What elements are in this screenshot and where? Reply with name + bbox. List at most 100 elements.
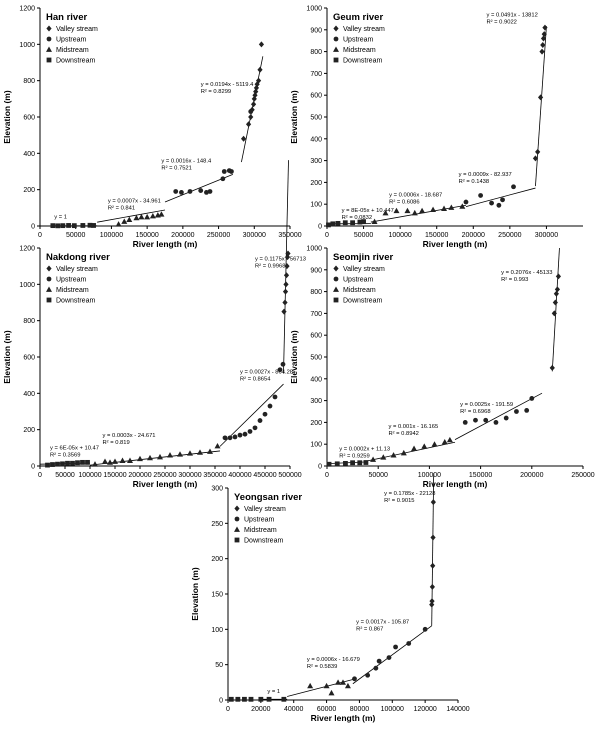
x-axis-label: River length (m) (423, 239, 488, 249)
y-tick-label: 1200 (19, 246, 35, 253)
trend-equation-label: y = 0.0009x - 82.937 (459, 172, 512, 178)
x-tick-label: 450000 (253, 472, 276, 479)
data-point (411, 446, 417, 451)
data-point (238, 433, 243, 438)
data-point (282, 300, 287, 306)
y-tick-label: 200 (310, 420, 322, 427)
data-point (357, 460, 362, 465)
y-tick-label: 0 (31, 224, 35, 231)
data-point (329, 690, 335, 695)
x-tick-label: 250000 (207, 232, 230, 239)
data-point (66, 223, 71, 228)
data-point (243, 432, 248, 437)
trend-equation-label: y = 0.0002x + 11.13 (339, 447, 390, 453)
legend-marker (334, 277, 339, 282)
data-point (257, 67, 262, 73)
data-point (126, 217, 132, 222)
data-point (263, 412, 268, 417)
y-tick-label: 1000 (19, 42, 35, 49)
x-tick-label: 140000 (446, 706, 469, 713)
data-point (529, 396, 534, 401)
data-point (242, 697, 247, 702)
trend-equation-label: R² = 0.8299 (201, 89, 231, 95)
x-tick-label: 350000 (203, 472, 226, 479)
data-point (251, 101, 256, 107)
data-point (361, 219, 366, 224)
data-point (283, 281, 288, 287)
y-tick-label: 500 (310, 115, 322, 122)
data-point (248, 114, 253, 120)
data-point (60, 223, 65, 228)
data-point (80, 460, 85, 465)
trend-equation-label: R² = 0.9022 (486, 20, 516, 26)
x-tick-label: 200000 (128, 472, 151, 479)
data-point (107, 459, 113, 464)
y-tick-label: 200 (23, 427, 35, 434)
data-point (75, 460, 80, 465)
y-tick-label: 200 (211, 556, 223, 563)
x-tick-label: 40000 (284, 706, 304, 713)
data-point (554, 291, 559, 297)
trend-equation-label: y = 0.0491x - 13812 (486, 13, 537, 19)
data-point (248, 429, 253, 434)
legend-label: Valley stream (56, 266, 98, 273)
y-tick-label: 400 (310, 136, 322, 143)
legend-marker (235, 517, 240, 522)
data-point (283, 289, 288, 295)
data-point (496, 203, 501, 208)
data-point (60, 461, 65, 466)
data-point (72, 223, 77, 228)
trend-equation-label: R² = 0.7521 (161, 165, 191, 171)
data-point (442, 439, 448, 444)
data-point (220, 176, 225, 181)
data-point (538, 94, 543, 100)
trend-equation-label: y = 0.0007x - 34.961 (108, 198, 161, 204)
data-point (91, 223, 96, 228)
data-point (157, 454, 163, 459)
y-tick-label: 600 (310, 333, 322, 340)
data-point (198, 188, 203, 193)
legend-label: Valley stream (244, 506, 286, 513)
trend-equation-label: y = 0.001x - 16.165 (388, 424, 438, 430)
data-point (207, 448, 213, 453)
data-point (500, 197, 505, 202)
data-point (430, 563, 435, 569)
data-point (365, 673, 370, 678)
data-point (233, 435, 238, 440)
x-tick-label: 100000 (388, 232, 411, 239)
data-point (235, 697, 240, 702)
data-point (412, 210, 418, 215)
x-axis-label: River length (m) (133, 479, 198, 489)
trend-equation-label: R² = 0.819 (103, 440, 130, 446)
trend-line (552, 248, 559, 371)
data-point (393, 208, 399, 213)
trend-line (353, 626, 432, 684)
data-point (326, 223, 331, 228)
data-point (70, 461, 75, 466)
legend-marker (46, 287, 52, 292)
x-tick-label: 200000 (462, 232, 485, 239)
data-point (343, 220, 348, 225)
x-tick-label: 500000 (278, 472, 301, 479)
data-point (430, 534, 435, 540)
y-tick-label: 800 (310, 289, 322, 296)
data-point (423, 627, 428, 632)
y-tick-label: 400 (310, 376, 322, 383)
data-point (121, 218, 127, 223)
y-axis-label: Elevation (m) (289, 330, 299, 384)
trend-equation-label: y = 0.0017x - 105.87 (356, 620, 409, 626)
data-point (387, 655, 392, 660)
legend-label: Midstream (56, 47, 89, 54)
data-point (177, 451, 183, 456)
x-tick-label: 300000 (535, 232, 558, 239)
data-point (223, 435, 228, 440)
y-tick-label: 300 (211, 486, 223, 493)
data-point (504, 416, 509, 421)
y-tick-label: 0 (31, 464, 35, 471)
data-point (228, 435, 233, 440)
y-tick-label: 300 (310, 158, 322, 165)
legend-marker (334, 298, 339, 303)
